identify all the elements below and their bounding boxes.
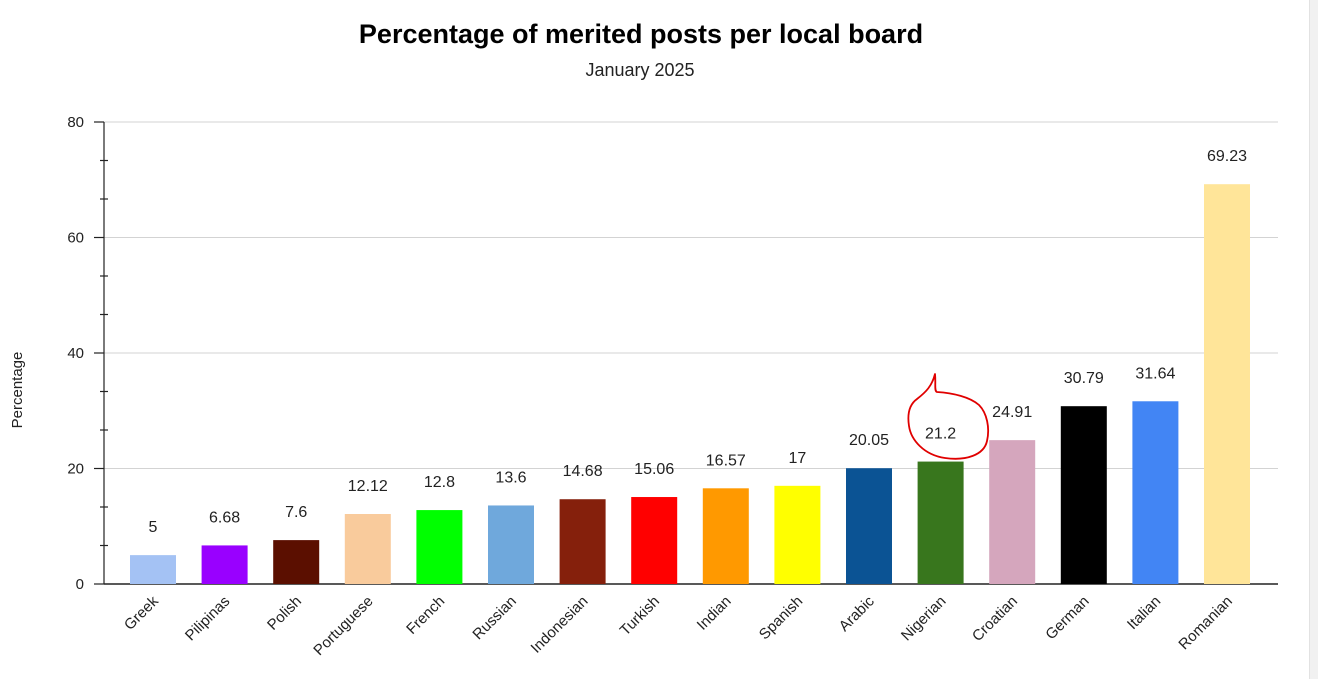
bar-spanish: [774, 485, 821, 584]
x-tick-label: Greek: [121, 592, 162, 633]
data-label: 12.12: [348, 478, 388, 495]
bar-greek: [130, 555, 176, 584]
x-tick-label: French: [403, 593, 448, 638]
x-tick-label: Pilipinas: [182, 593, 234, 645]
data-label: 12.8: [424, 474, 455, 491]
data-label: 15.06: [634, 461, 674, 478]
bar-portuguese: [344, 514, 391, 584]
x-tick-label: Turkish: [617, 593, 663, 639]
annotation-circle: [907, 373, 990, 460]
y-tick-label: 0: [76, 576, 84, 593]
x-tick-label: Spanish: [756, 593, 806, 643]
data-labels: 5 6.68 7.6 12.12 12.8 13.6 14.68 15.06 16.57 17 20…: [149, 148, 1248, 536]
bar-french: [416, 510, 463, 584]
y-tick-label: 20: [67, 461, 84, 478]
bar-indonesian: [559, 499, 606, 584]
data-label: 31.64: [1135, 365, 1175, 382]
data-label: 14.68: [563, 463, 603, 480]
bar-turkish: [631, 497, 678, 584]
bar-romanian: [1204, 184, 1250, 584]
chart-subtitle: January 2025: [585, 60, 694, 80]
x-tick-label: Indian: [694, 593, 735, 634]
x-tick-label: Polish: [264, 593, 305, 634]
bars: [130, 184, 1250, 584]
data-label: 20.05: [849, 432, 889, 449]
x-tick-label: Portuguese: [310, 593, 376, 659]
y-tick-label: 40: [67, 345, 84, 362]
x-tick-label: Arabic: [836, 592, 878, 634]
bar-polish: [273, 540, 320, 584]
x-tick-label: Russian: [469, 593, 519, 643]
data-label: 13.6: [495, 469, 526, 486]
x-tick-label: German: [1042, 593, 1092, 643]
bar-pilipinas: [201, 545, 248, 584]
bar-nigerian: [917, 461, 964, 584]
data-label: 21.2: [925, 426, 956, 443]
x-tick-label: Croatian: [969, 593, 1021, 645]
data-label: 69.23: [1207, 148, 1247, 165]
bar-croatian: [989, 440, 1036, 584]
y-tick-label: 60: [67, 230, 84, 247]
bar-indian: [702, 488, 749, 584]
data-label: 5: [149, 519, 158, 536]
data-label: 6.68: [209, 509, 240, 526]
data-label: 30.79: [1064, 370, 1104, 387]
bar-german: [1060, 406, 1107, 584]
x-axis-tick-labels: Greek Pilipinas Polish Portuguese French Russ…: [121, 592, 1236, 659]
bar-arabic: [846, 468, 892, 584]
chart-title: Percentage of merited posts per local bo…: [359, 19, 923, 49]
y-tick-label: 80: [67, 114, 84, 131]
data-label: 24.91: [992, 404, 1032, 421]
x-tick-label: Indonesian: [528, 593, 592, 657]
scrollbar-track: [1309, 0, 1318, 679]
data-label: 17: [789, 450, 807, 467]
bar-italian: [1132, 401, 1179, 584]
x-tick-label: Italian: [1124, 593, 1164, 633]
x-tick-label: Nigerian: [898, 593, 950, 645]
y-axis-label: Percentage: [9, 352, 26, 429]
bar-russian: [488, 505, 534, 584]
data-label: 16.57: [706, 452, 746, 469]
data-label: 7.6: [285, 504, 307, 521]
x-tick-label: Romanian: [1175, 593, 1235, 653]
